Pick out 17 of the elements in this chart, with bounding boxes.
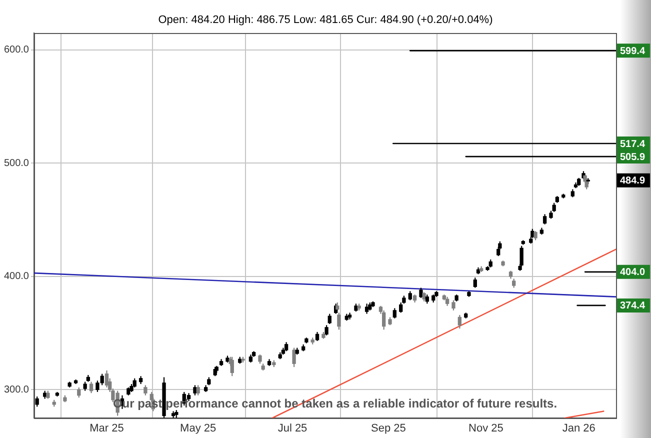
y-tick-label: 600.0 — [4, 44, 30, 56]
data-label: 404.0 — [620, 267, 646, 278]
x-tick-label: Mar 25 — [90, 422, 124, 435]
data-label: 599.4 — [620, 46, 646, 57]
x-tick-label: Nov 25 — [468, 422, 504, 435]
data-label: 374.4 — [620, 300, 646, 312]
chart-subtitle: Open: 484.20 High: 486.75 Low: 481.65 Cur: 484.90 (+0.20/+0.04%) — [158, 14, 493, 26]
y-tick-label: 300.0 — [4, 384, 30, 396]
y-tick-label: 400.0 — [4, 271, 30, 282]
x-tick-label: May 25 — [180, 422, 216, 435]
text: 484.9 — [620, 176, 646, 187]
x-tick-label: Jan 26 — [562, 422, 596, 435]
data-label: 517.4 — [620, 138, 646, 150]
data-label: 505.9 — [620, 152, 646, 163]
x-tick-label: Sep 25 — [371, 422, 406, 435]
y-tick-label: 500.0 — [4, 158, 30, 169]
x-tick-label: Jul 25 — [278, 422, 308, 435]
